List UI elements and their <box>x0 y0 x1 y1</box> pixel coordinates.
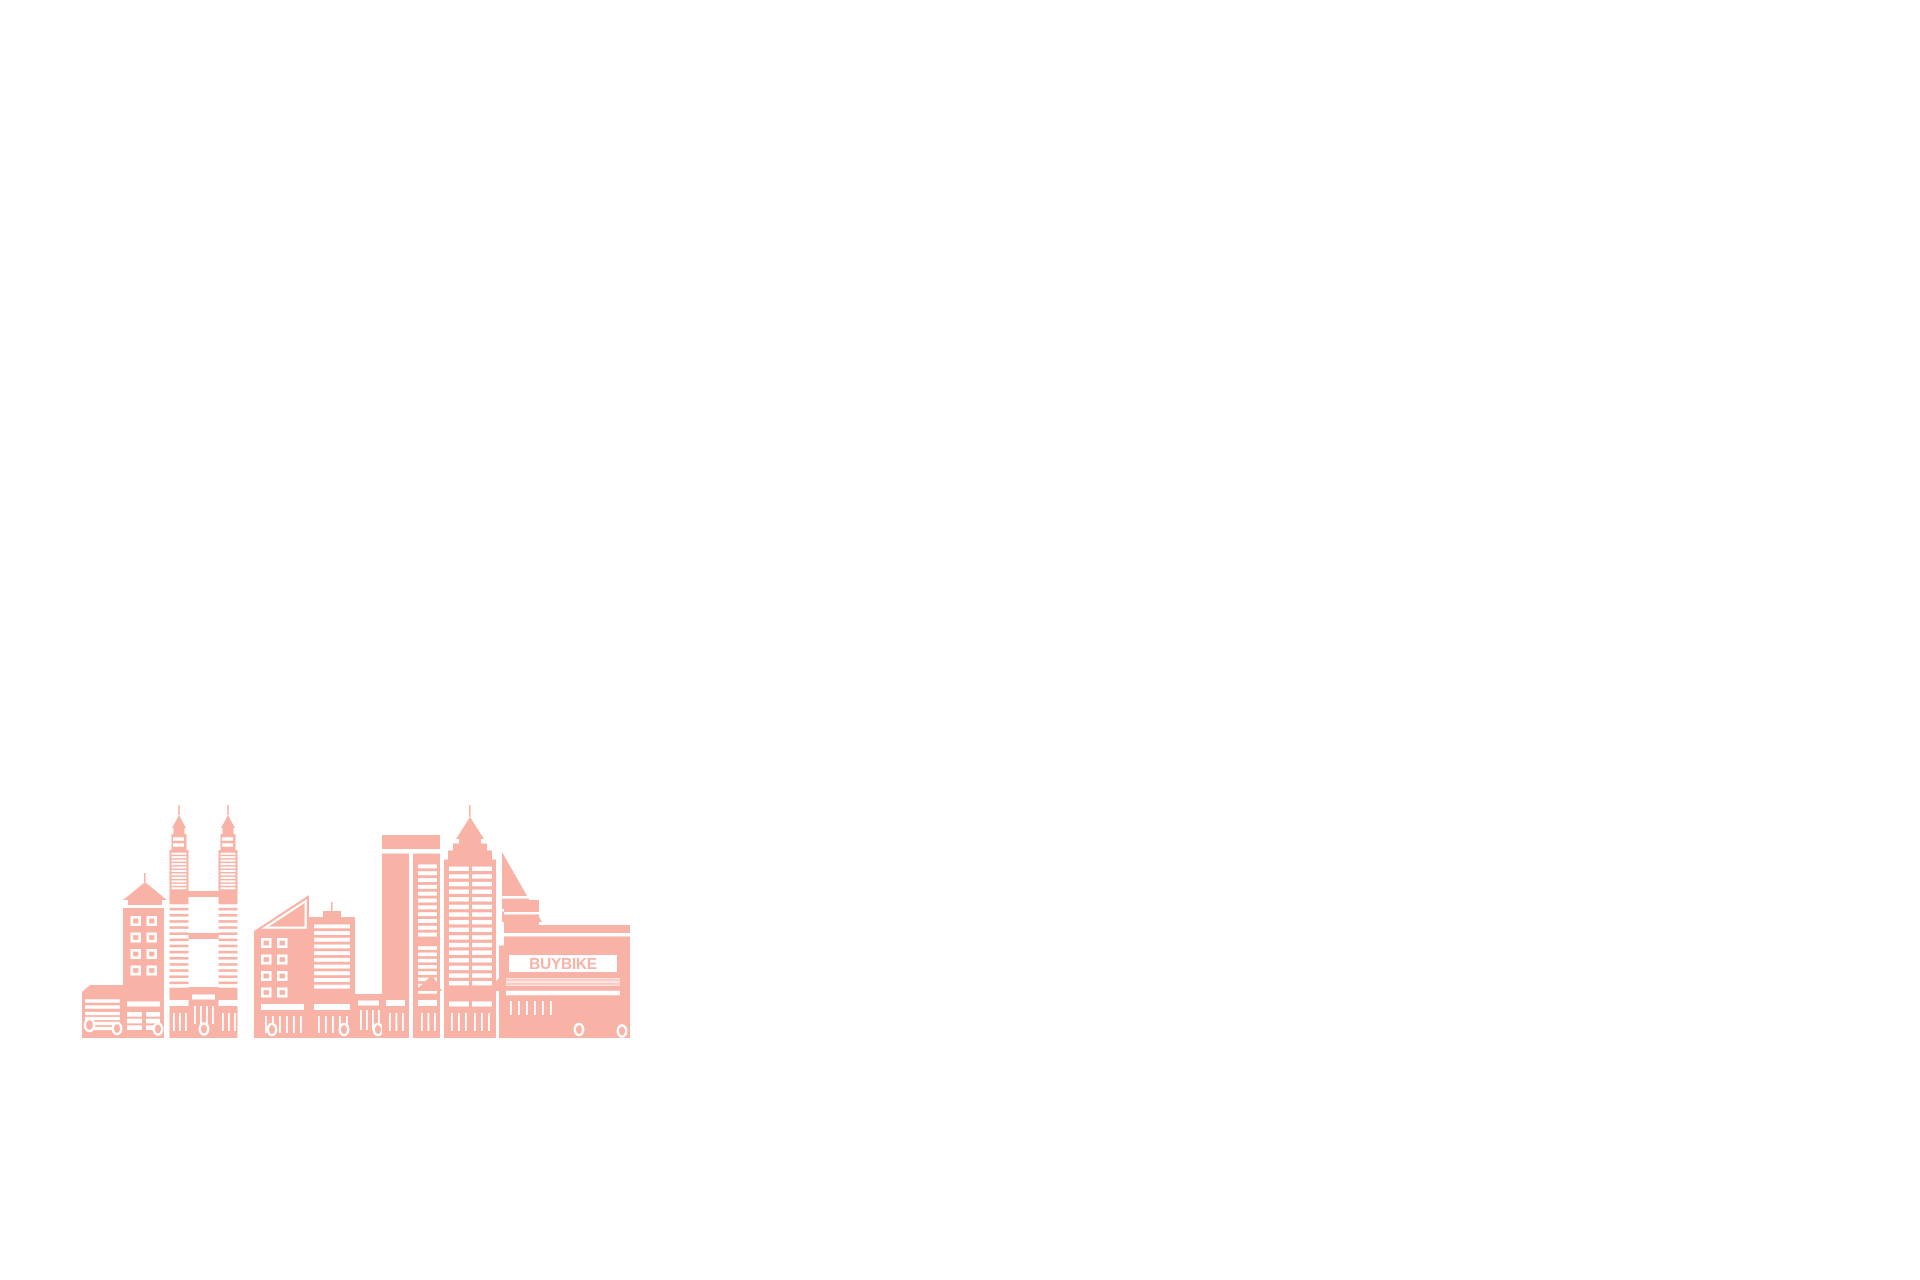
svg-text:BUYBIKE: BUYBIKE <box>529 956 597 973</box>
